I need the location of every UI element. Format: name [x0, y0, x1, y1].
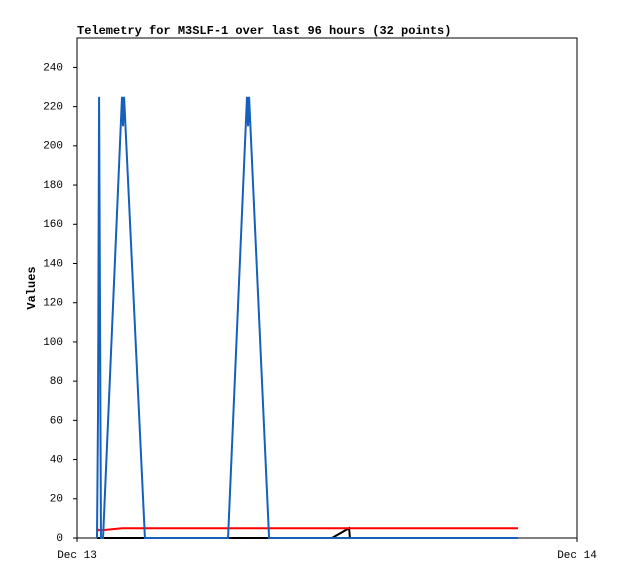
chart-title: Telemetry for M3SLF-1 over last 96 hours… — [77, 24, 451, 38]
y-tick-label: 60 — [50, 415, 63, 427]
series-line — [96, 96, 519, 539]
y-tick-label: 80 — [50, 376, 63, 388]
series-line — [96, 527, 519, 532]
y-tick-label: 0 — [56, 533, 63, 545]
y-tick-label: 180 — [43, 180, 63, 192]
y-tick-label: 220 — [43, 102, 63, 114]
y-tick-label: 240 — [43, 62, 63, 74]
y-tick-label: 160 — [43, 219, 63, 231]
y-tick-label: 200 — [43, 141, 63, 153]
x-tick-label: Dec 13 — [57, 550, 97, 562]
y-tick-label: 140 — [43, 258, 63, 270]
y-tick-label: 40 — [50, 454, 63, 466]
x-tick-label: Dec 14 — [557, 550, 597, 562]
y-axis-label: Values — [25, 266, 39, 309]
y-tick-label: 100 — [43, 337, 63, 349]
y-tick-label: 20 — [50, 494, 63, 506]
y-tick-label: 120 — [43, 298, 63, 310]
